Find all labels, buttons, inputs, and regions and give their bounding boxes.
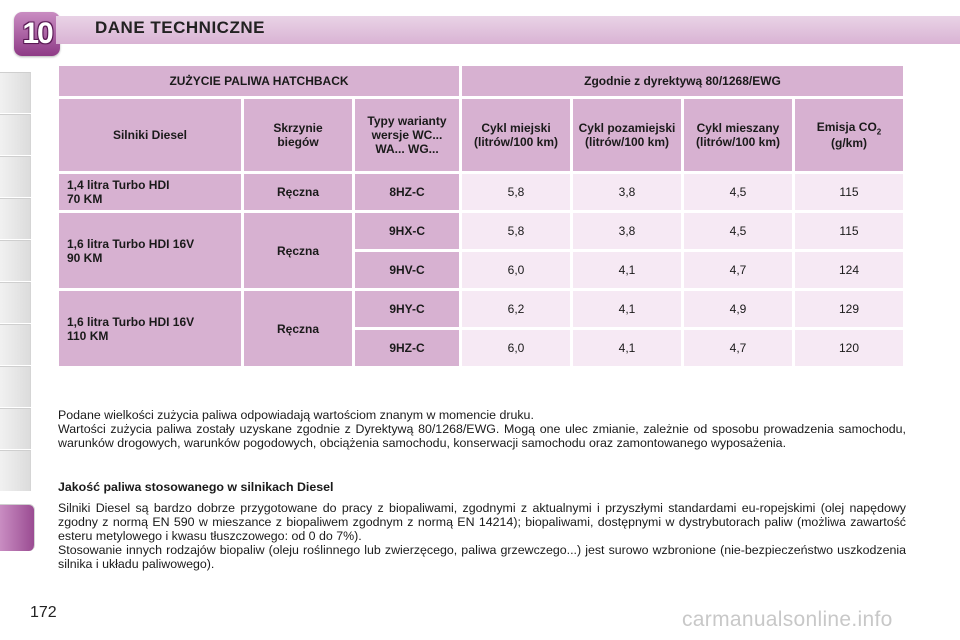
engine-name: 1,6 litra Turbo HDI 16V <box>67 236 195 251</box>
side-tab[interactable] <box>0 324 31 365</box>
page-number: 172 <box>30 604 57 621</box>
page-title: DANE TECHNICZNE <box>95 18 265 37</box>
urban-value: 6,0 <box>462 330 570 366</box>
col-header-engines: Silniki Diesel <box>59 99 241 171</box>
side-tab[interactable] <box>0 114 31 155</box>
fuel-quality-warning: Stosowanie innych rodzajów biopaliw (ole… <box>58 543 906 571</box>
side-tabs <box>0 72 35 572</box>
note-line: Podane wielkości zużycia paliwa odpowiad… <box>58 408 534 422</box>
combined-value: 4,7 <box>684 330 792 366</box>
combined-value: 4,5 <box>684 213 792 249</box>
table-row: 1,6 litra Turbo HDI 16V 90 KM Ręczna 9HX-… <box>59 213 903 288</box>
side-tab[interactable] <box>0 156 31 197</box>
side-tab[interactable] <box>0 240 31 281</box>
col-header-extra-urban: Cykl pozamiejski (litrów/100 km) <box>573 99 681 171</box>
engine-name: 1,4 litra Turbo HDI <box>67 178 170 192</box>
co2-value: 115 <box>795 174 903 210</box>
fuel-quality-paragraph: Silniki Diesel są bardzo dobrze przygoto… <box>58 501 906 543</box>
notes-block: Podane wielkości zużycia paliwa odpowiad… <box>58 408 906 450</box>
table-row: 1,6 litra Turbo HDI 16V 110 KM Ręczna 9HY… <box>59 291 903 366</box>
extra-urban-value: 3,8 <box>573 174 681 210</box>
engine-power: 110 KM <box>67 328 109 343</box>
side-tab[interactable] <box>0 198 31 239</box>
side-tab[interactable] <box>0 408 31 449</box>
variant-code: 9HV-C <box>355 252 459 288</box>
table-row: 1,4 litra Turbo HDI 70 KM Ręczna 8HZ-C 5,… <box>59 174 903 210</box>
urban-value: 6,2 <box>462 291 570 327</box>
table-title: ZUŻYCIE PALIWA HATCHBACK <box>59 66 459 96</box>
chapter-badge: 10 <box>14 12 60 56</box>
col-header-emission: Emisja CO2 (g/km) <box>795 99 903 171</box>
header-band <box>56 16 960 44</box>
extra-urban-value: 3,8 <box>573 213 681 249</box>
extra-urban-value: 4,1 <box>573 252 681 288</box>
fuel-quality-block: Jakość paliwa stosowanego w silnikach Di… <box>58 480 906 571</box>
engine-cell: 1,6 litra Turbo HDI 16V 90 KM <box>59 213 241 288</box>
variant-code: 9HZ-C <box>355 330 459 366</box>
side-tab[interactable] <box>0 450 31 491</box>
emission-unit: (g/km) <box>831 136 867 151</box>
variant-code: 8HZ-C <box>355 174 459 210</box>
combined-value: 4,7 <box>684 252 792 288</box>
gearbox-cell: Ręczna <box>244 174 352 210</box>
col-header-urban: Cykl miejski (litrów/100 km) <box>462 99 570 171</box>
emission-label: Emisja CO <box>816 119 877 134</box>
side-tab[interactable] <box>0 366 31 407</box>
variant-code: 9HY-C <box>355 291 459 327</box>
side-tab[interactable] <box>0 72 31 113</box>
table-directive: Zgodnie z dyrektywą 80/1268/EWG <box>462 66 903 96</box>
gearbox-cell: Ręczna <box>244 213 352 288</box>
fuel-quality-title: Jakość paliwa stosowanego w silnikach Di… <box>58 480 334 494</box>
co2-value: 129 <box>795 291 903 327</box>
table-row: 9HZ-C 6,0 4,1 4,7 120 <box>59 330 903 366</box>
urban-value: 5,8 <box>462 174 570 210</box>
urban-value: 6,0 <box>462 252 570 288</box>
co2-value: 120 <box>795 330 903 366</box>
combined-value: 4,5 <box>684 174 792 210</box>
col-header-variants: Typy warianty wersje WC... WA... WG... <box>355 99 459 171</box>
col-header-gearbox: Skrzynie biegów <box>244 99 352 171</box>
engine-name: 1,6 litra Turbo HDI 16V <box>67 314 195 329</box>
gearbox-cell: Ręczna <box>244 291 352 366</box>
extra-urban-value: 4,1 <box>573 291 681 327</box>
variant-code: 9HX-C <box>355 213 459 249</box>
engine-cell: 1,4 litra Turbo HDI 70 KM <box>59 174 241 210</box>
watermark: carmanualsonline.info <box>682 608 893 631</box>
urban-value: 5,8 <box>462 213 570 249</box>
side-tab[interactable] <box>0 282 31 323</box>
table-row: 9HV-C 6,0 4,1 4,7 124 <box>59 252 903 288</box>
engine-power: 90 KM <box>67 250 103 265</box>
note-paragraph: Wartości zużycia paliwa zostały uzyskane… <box>58 422 906 450</box>
extra-urban-value: 4,1 <box>573 330 681 366</box>
emission-subscript: 2 <box>876 127 882 137</box>
co2-value: 115 <box>795 213 903 249</box>
col-header-combined: Cykl mieszany (litrów/100 km) <box>684 99 792 171</box>
side-tab-active[interactable] <box>0 504 35 551</box>
combined-value: 4,9 <box>684 291 792 327</box>
engine-cell: 1,6 litra Turbo HDI 16V 110 KM <box>59 291 241 366</box>
co2-value: 124 <box>795 252 903 288</box>
fuel-consumption-table: ZUŻYCIE PALIWA HATCHBACK Zgodnie z dyrek… <box>56 63 906 369</box>
engine-power: 70 KM <box>67 192 103 206</box>
chapter-number: 10 <box>22 17 53 50</box>
